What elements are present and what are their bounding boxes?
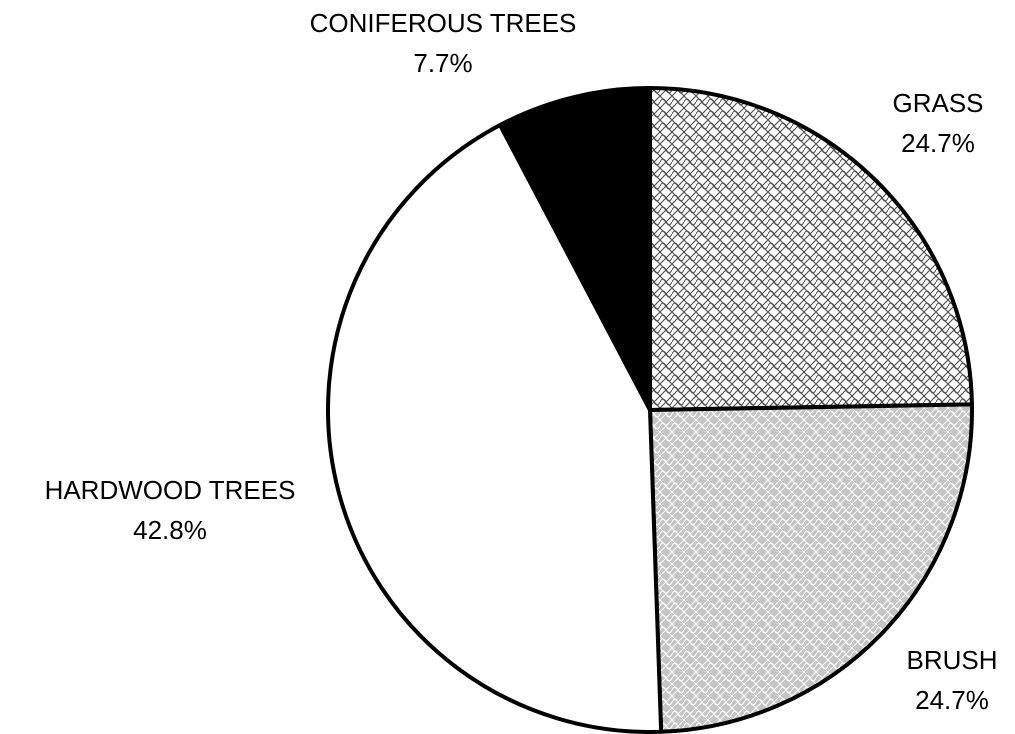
pie-slice — [498, 86, 652, 412]
pie-slice — [648, 86, 974, 412]
slice-label: GRASS — [892, 88, 983, 118]
slice-value-label: 24.7% — [915, 685, 989, 715]
slice-value-label: 42.8% — [133, 515, 207, 545]
slice-label: HARDWOOD TREES — [45, 475, 296, 505]
slice-value-label: 24.7% — [901, 128, 975, 158]
slice-value-label: 7.7% — [413, 48, 472, 78]
slice-label: BRUSH — [906, 645, 997, 675]
pie-slice — [648, 402, 974, 734]
slice-label: CONIFEROUS TREES — [310, 8, 577, 38]
